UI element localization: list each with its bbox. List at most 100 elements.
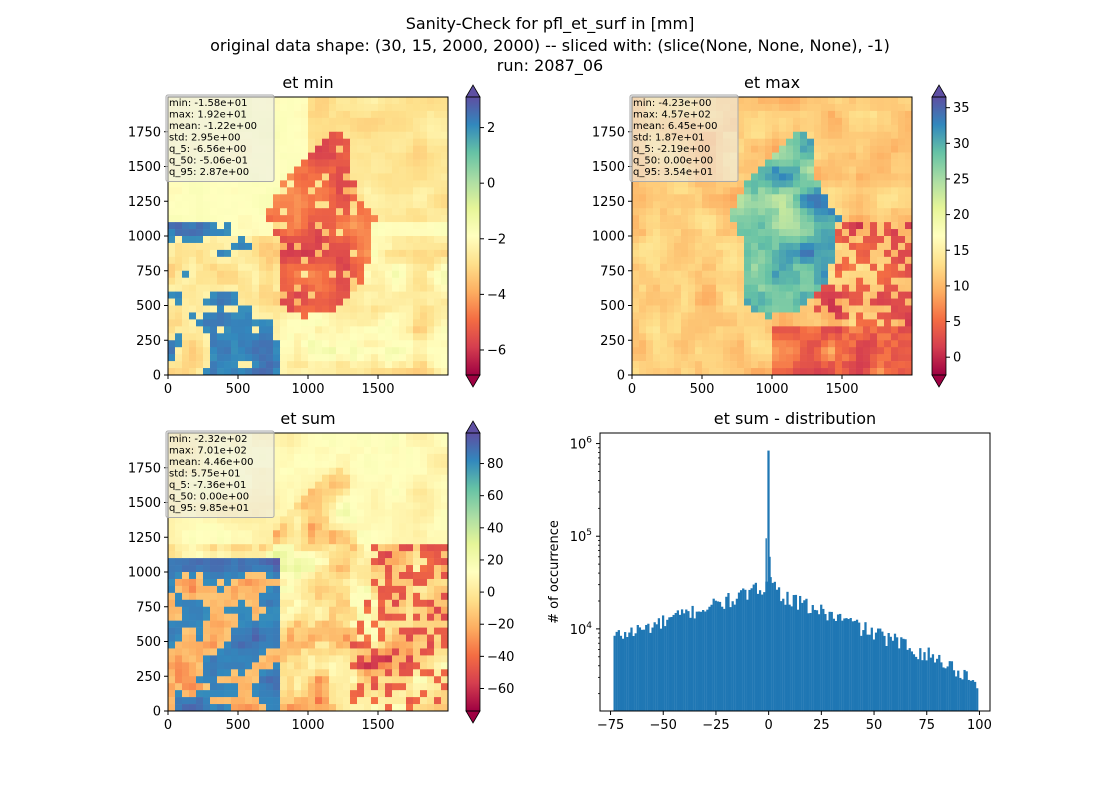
heatmap-cell (371, 333, 379, 341)
heatmap-cell (434, 298, 442, 306)
heatmap-cell (315, 333, 323, 341)
heatmap-cell (301, 516, 309, 524)
heatmap-cell (399, 690, 407, 698)
heatmap-cell (266, 544, 274, 552)
heatmap-cell (385, 97, 393, 105)
heatmap-cell (182, 544, 190, 552)
heatmap-cell (653, 242, 661, 251)
heatmap-cell (196, 578, 204, 587)
heatmap-cell (273, 488, 281, 496)
heatmap-cell (385, 620, 393, 628)
heatmap-cell (884, 236, 892, 244)
heatmap-cell (646, 333, 654, 341)
heatmap-cell (385, 340, 393, 348)
heatmap-cell (406, 676, 414, 684)
heatmap-cell (357, 117, 365, 126)
heatmap-cell (371, 599, 379, 608)
heatmap-cell (245, 697, 253, 705)
heatmap-cell (210, 368, 218, 376)
heatmap-cell (716, 249, 724, 258)
heatmap-cell (273, 194, 281, 202)
heatmap-cell (189, 648, 197, 656)
heatmap-cell (259, 333, 267, 341)
heatmap-cell (308, 110, 316, 119)
heatmap-cell (758, 173, 766, 181)
heatmap-cell (737, 242, 745, 251)
heatmap-cell (210, 180, 218, 188)
heatmap-cell (189, 187, 197, 195)
heatmap-cell (287, 354, 295, 362)
heatmap-cell (210, 263, 218, 272)
heatmap-cell (196, 277, 204, 285)
heatmap-cell (287, 263, 295, 272)
heatmap-cell (196, 180, 204, 188)
heatmap-cell (371, 558, 379, 566)
heatmap-cell (322, 585, 330, 594)
heatmap-cell (695, 270, 703, 278)
heatmap-cell (427, 439, 435, 448)
heatmap-cell (385, 124, 393, 133)
heatmap-cell (287, 481, 295, 489)
heatmap-cell (273, 669, 281, 677)
heatmap-cell (399, 215, 407, 223)
heatmap-cell (168, 277, 176, 285)
heatmap-cell (196, 215, 204, 223)
heatmap-cell (660, 284, 668, 292)
heatmap-cell (378, 361, 386, 369)
heatmap-cell (849, 347, 857, 355)
heatmap-cell (814, 145, 822, 153)
heatmap-cell (835, 333, 843, 341)
heatmap-cell (322, 145, 330, 153)
heatmap-cell (315, 340, 323, 348)
heatmap-cell (786, 103, 794, 112)
heatmap-cell (196, 256, 204, 265)
heatmap-cell (406, 627, 414, 635)
heatmap-cell (420, 578, 428, 587)
heatmap-cell (231, 683, 239, 691)
heatmap-cell (420, 495, 428, 503)
heatmap-cell (182, 222, 190, 230)
heatmap-cell (315, 263, 323, 272)
heatmap-cell (231, 704, 239, 712)
heatmap-cell (350, 284, 358, 292)
heatmap-cell (315, 641, 323, 649)
heatmap-cell (371, 690, 379, 698)
heatmap-cell (189, 368, 197, 376)
heatmap-cell (280, 340, 288, 348)
heatmap-cell (758, 249, 766, 258)
heatmap-cell (905, 194, 913, 202)
heatmap-cell (413, 502, 421, 510)
heatmap-cell (231, 523, 239, 531)
heatmap-cell (329, 578, 337, 587)
heatmap-cell (378, 208, 386, 216)
heatmap-cell (301, 166, 309, 174)
heatmap-cell (716, 312, 724, 320)
heatmap-cell (427, 578, 435, 587)
histogram-bar (643, 629, 646, 711)
heatmap-cell (842, 131, 850, 139)
heatmap-cell (891, 145, 899, 153)
heatmap-cell (821, 152, 829, 160)
heatmap-cell (849, 368, 857, 376)
heatmap-cell (413, 467, 421, 475)
heatmap-cell (737, 117, 745, 126)
stats-line: mean: -1.22e+00 (169, 121, 257, 132)
colorbar-tick-label: 20 (953, 208, 970, 223)
heatmap-cell (639, 215, 647, 223)
heatmap-cell (786, 368, 794, 376)
heatmap-cell (399, 138, 407, 146)
heatmap-cell (884, 242, 892, 251)
heatmap-cell (266, 298, 274, 306)
heatmap-cell (287, 319, 295, 327)
heatmap-cell (807, 180, 815, 188)
heatmap-cell (807, 312, 815, 320)
heatmap-cell (905, 201, 913, 209)
heatmap-cell (856, 152, 864, 160)
heatmap-cell (385, 530, 393, 538)
heatmap-cell (231, 291, 239, 299)
heatmap-cell (639, 361, 647, 369)
heatmap-cell (392, 592, 400, 601)
heatmap-cell (406, 530, 414, 538)
heatmap-cell (252, 229, 260, 237)
heatmap-cell (786, 319, 794, 327)
